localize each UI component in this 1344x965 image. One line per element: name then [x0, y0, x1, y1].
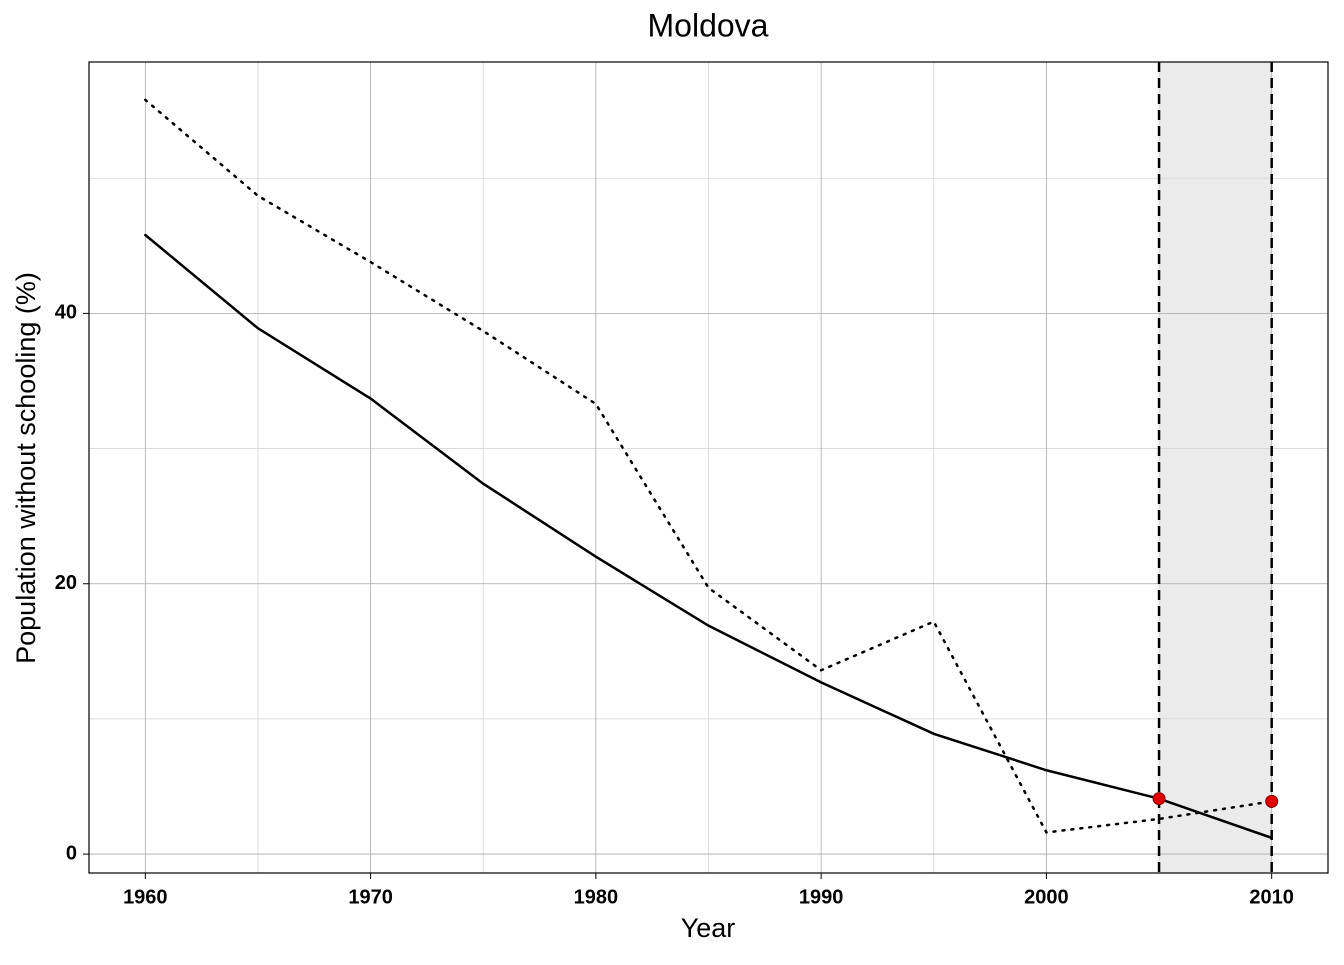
y-axis-label: Population without schooling (%) [11, 272, 41, 664]
x-tick-label: 2010 [1249, 886, 1294, 908]
x-tick-label: 1990 [799, 886, 844, 908]
highlight-band [1159, 62, 1272, 873]
x-tick-label: 1980 [574, 886, 619, 908]
highlight-point [1265, 794, 1279, 808]
chart-title: Moldova [648, 7, 769, 43]
highlight-point [1152, 792, 1166, 806]
y-tick-label: 0 [66, 842, 77, 864]
x-axis-label: Year [681, 913, 736, 943]
x-tick-label: 1970 [348, 886, 393, 908]
x-tick-label: 1960 [123, 886, 168, 908]
y-tick-label: 40 [55, 302, 77, 324]
plot-border [88, 61, 1329, 874]
y-tick-label: 20 [55, 572, 77, 594]
x-tick-label: 2000 [1024, 886, 1069, 908]
line-series [144, 98, 1273, 834]
line-series [144, 233, 1273, 840]
